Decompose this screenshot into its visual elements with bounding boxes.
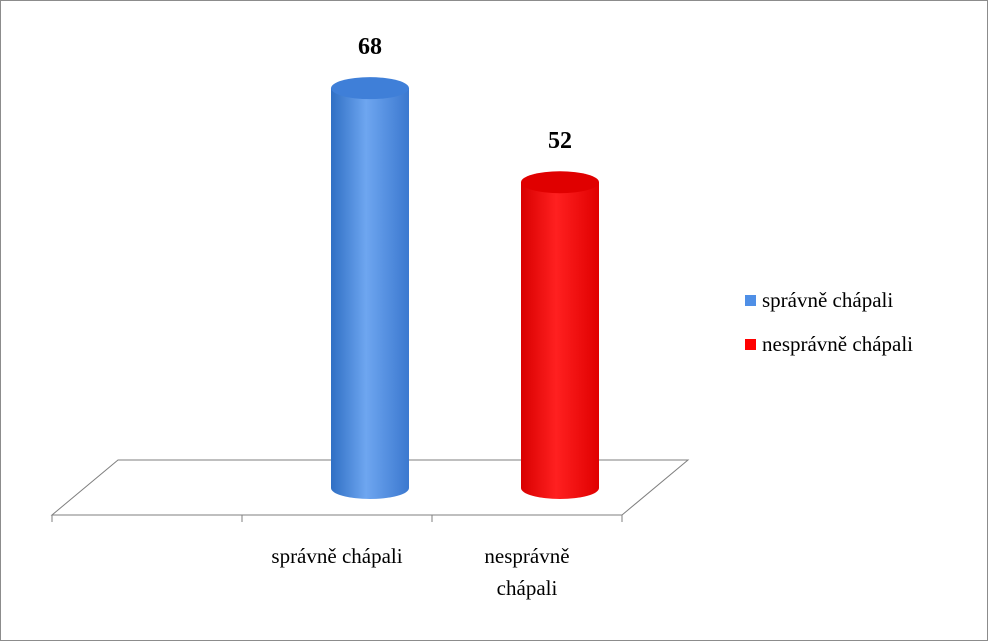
legend-item-spravne: správně chápali xyxy=(745,287,913,313)
category-label: správně chápali xyxy=(271,544,402,568)
category-label: nesprávně xyxy=(484,544,569,568)
legend-item-nespravne: nesprávně chápali xyxy=(745,331,913,357)
bar-top xyxy=(521,171,599,194)
legend: správně chápali nesprávně chápali xyxy=(745,287,913,375)
data-label: 52 xyxy=(548,128,572,154)
legend-swatch-red xyxy=(745,338,756,350)
bar-body xyxy=(331,88,409,499)
legend-label: nesprávně chápali xyxy=(762,331,914,356)
data-label: 68 xyxy=(358,34,382,60)
legend-label: správně chápali xyxy=(762,287,894,312)
bar-body xyxy=(521,182,599,500)
legend-swatch-blue xyxy=(745,294,756,306)
bar-2 xyxy=(521,171,599,500)
bar-top xyxy=(331,77,409,100)
category-label: chápali xyxy=(497,576,558,600)
bar-1 xyxy=(331,77,409,499)
